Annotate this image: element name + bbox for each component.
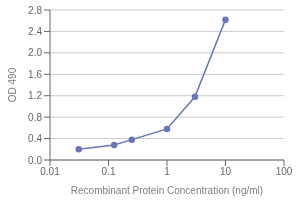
svg-text:1.2: 1.2 (28, 90, 42, 101)
svg-text:100: 100 (276, 166, 292, 177)
svg-text:Recombinant Protein Concentrat: Recombinant Protein Concentration (ng/ml… (71, 185, 263, 196)
svg-text:1: 1 (164, 166, 170, 177)
svg-text:2.0: 2.0 (28, 47, 42, 58)
svg-text:2.4: 2.4 (28, 26, 42, 37)
svg-text:0.1: 0.1 (102, 166, 116, 177)
svg-text:0.8: 0.8 (28, 112, 42, 123)
svg-text:0.01: 0.01 (40, 166, 60, 177)
svg-text:0.0: 0.0 (28, 155, 42, 166)
svg-text:OD 490: OD 490 (8, 67, 18, 102)
svg-text:10: 10 (220, 166, 232, 177)
svg-text:0.4: 0.4 (28, 133, 42, 144)
svg-text:1.6: 1.6 (28, 69, 42, 80)
svg-text:2.8: 2.8 (28, 5, 42, 16)
